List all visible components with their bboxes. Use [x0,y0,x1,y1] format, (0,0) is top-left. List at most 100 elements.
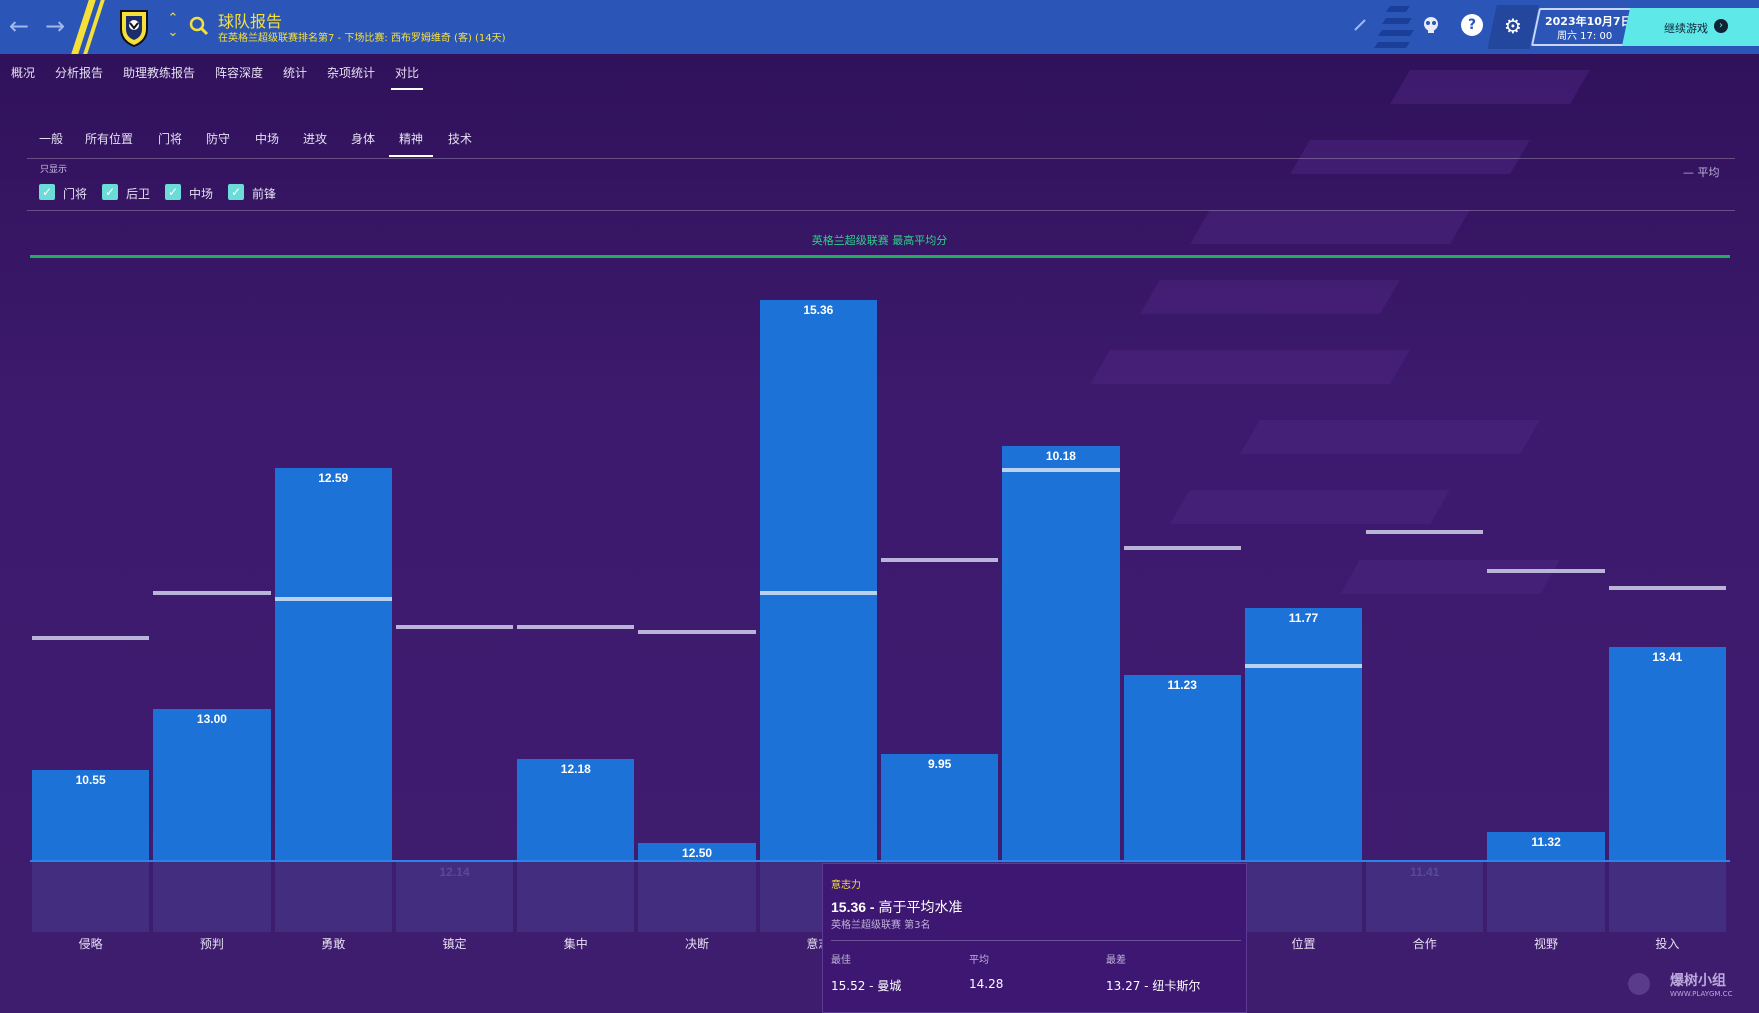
chart-bar[interactable] [1608,647,1726,860]
tab-squad-depth[interactable]: 阵容深度 [215,66,264,80]
tooltip-value: 15.36 [831,899,867,915]
chart-bar[interactable] [1487,832,1605,860]
checkbox-label: 后卫 [126,187,151,201]
chart-bottom-cell [1608,862,1726,932]
subtab-goalkeeping[interactable]: 门将 [158,132,183,146]
league-best-line [30,255,1730,258]
chart-bar[interactable] [32,770,150,860]
average-marker [881,557,999,562]
tooltip-title: 意志力 [831,880,861,891]
subtab-technical[interactable]: 技术 [448,132,473,146]
chart-bottom-cell [1487,862,1605,932]
chart-bottom-cell [638,862,756,932]
tooltip-avg-header: 平均 [969,955,989,966]
tab-overview[interactable]: 概况 [11,66,36,80]
checkbox-label: 中场 [189,187,214,201]
category-label: 镇定 [442,937,467,951]
category-label: 侵略 [78,937,103,951]
league-best-label: 英格兰超级联赛 最高平均分 [811,234,948,247]
chart-bottom-cell [1366,862,1484,932]
bar-value-label: 15.36 [803,303,834,317]
forward-arrow-icon[interactable]: → [44,12,66,40]
average-marker [1487,568,1605,573]
average-marker [1123,546,1241,551]
bar-value-label: 10.55 [75,773,106,788]
chart-bar[interactable] [153,708,271,860]
chart-bar[interactable] [759,300,877,860]
average-marker [517,624,635,629]
bar-value-label: 13.00 [196,711,227,726]
average-marker [759,591,877,596]
chart-bottom-cell [274,862,392,932]
watermark: 爆树小组 [1670,973,1726,989]
subtab-attacking[interactable]: 进攻 [303,132,328,146]
tooltip-best-value: 15.52 - 曼城 [831,979,902,993]
watermark-sub: WWW.PLAYGM.CC [1670,990,1733,998]
tab-misc-stats[interactable]: 杂项统计 [327,66,376,80]
chart-bottom-cell [517,862,635,932]
checkbox-label: 门将 [63,187,88,201]
chart-bottom-cell [395,862,514,932]
tooltip-worst-header: 最差 [1106,955,1126,966]
continue-button-label[interactable]: 继续游戏 [1664,22,1708,35]
subtab-all-positions[interactable]: 所有位置 [85,132,134,146]
subtab-mental[interactable]: 精神 [388,132,434,157]
tab-comparison[interactable]: 对比 [390,66,424,90]
checkbox-midfielder[interactable]: ✓ [165,184,181,200]
club-crest-icon[interactable] [118,7,150,48]
top-bar: ← → ⌃ ⌄ 球队报告 在英格兰超级联赛排名第7 - 下场比赛: 西布罗姆维奇 … [0,0,1759,54]
chart-bottom-cell [32,862,150,932]
chart-bottom-cell [1244,862,1363,932]
page-title: 球队报告 [218,12,283,31]
chart-bar[interactable] [1002,445,1120,860]
tooltip-assessment: 高于平均水准 [878,900,963,916]
decorative-stripes [1374,6,1414,48]
tooltip-avg-value: 14.28 [969,977,1004,991]
team-switch-arrows-icon[interactable]: ⌃ ⌄ [167,11,179,40]
chart-bar[interactable] [274,468,392,860]
checkbox-label: 前锋 [252,187,277,201]
chart-bar[interactable] [1123,675,1241,860]
chevron-right-icon[interactable]: › [1714,19,1728,33]
gear-icon[interactable]: ⚙ [1504,14,1522,38]
average-marker [395,624,514,629]
chart-bar[interactable] [517,759,635,860]
help-icon[interactable]: ? [1461,14,1483,36]
average-marker [1366,529,1484,534]
tab-stats[interactable]: 统计 [283,66,308,80]
search-icon[interactable] [188,15,210,37]
checkbox-forward[interactable]: ✓ [228,184,244,200]
bar-value-label: 12.50 [682,846,713,861]
category-label: 勇敢 [321,937,346,951]
filter-label: 只显示 [40,165,68,175]
average-marker [1608,585,1726,590]
tab-analysis-report[interactable]: 分析报告 [55,66,104,80]
average-marker [1002,468,1120,472]
subtab-midfield[interactable]: 中场 [255,132,280,146]
bar-value-label: 11.23 [1167,678,1197,693]
category-label: 合作 [1412,937,1437,951]
chart-bar[interactable] [638,843,756,860]
tooltip-best-header: 最佳 [831,955,851,966]
category-label: 视野 [1534,937,1559,951]
chart-bar[interactable] [1244,608,1363,860]
category-label: 位置 [1291,937,1316,951]
checkbox-goalkeeper[interactable]: ✓ [39,184,55,200]
bar-value-label: 12.18 [560,762,591,777]
subtab-defending[interactable]: 防守 [206,132,231,146]
checkbox-defender[interactable]: ✓ [102,184,118,200]
tab-assistant-report[interactable]: 助理教练报告 [123,66,196,80]
subtab-general[interactable]: 一般 [39,132,64,146]
edit-pen-icon[interactable] [1353,17,1367,31]
back-arrow-icon[interactable]: ← [8,12,30,40]
watermark-logo-icon [1628,973,1650,995]
average-marker [153,591,271,596]
subtab-physical[interactable]: 身体 [351,132,376,146]
category-label: 投入 [1655,937,1680,951]
chart-bar[interactable] [881,753,999,860]
time-text: 周六 17: 00 [1557,31,1613,42]
skull-icon[interactable] [1420,14,1442,36]
bar-value-label: 13.41 [1652,650,1683,665]
divider [27,158,1735,159]
